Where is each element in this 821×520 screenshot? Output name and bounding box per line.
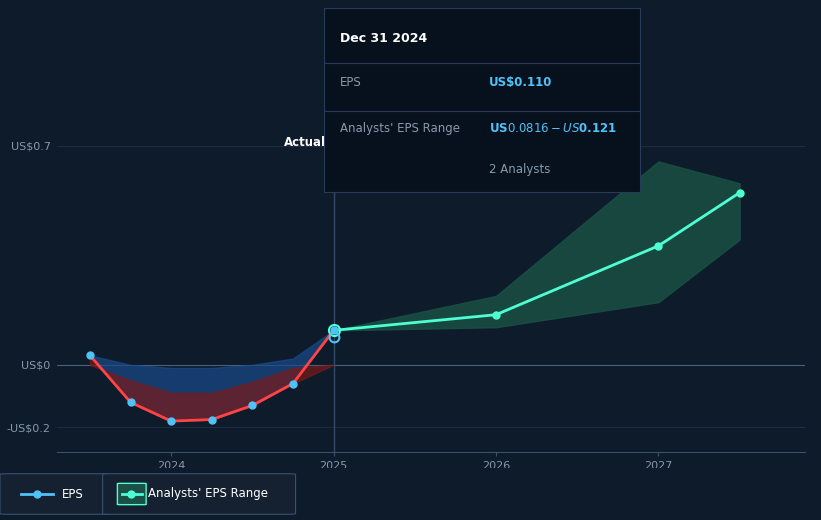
Text: Analysts' EPS Range: Analysts' EPS Range [148,488,268,500]
Text: Actual: Actual [283,136,325,149]
Text: US$0.0816 - US$0.121: US$0.0816 - US$0.121 [488,122,617,135]
Text: 2 Analysts: 2 Analysts [488,163,550,176]
Text: EPS: EPS [340,76,362,89]
Text: Dec 31 2024: Dec 31 2024 [340,32,428,45]
Text: US$0.110: US$0.110 [488,76,552,89]
Text: EPS: EPS [62,488,83,500]
Text: Analysts Forecasts: Analysts Forecasts [342,136,452,149]
Text: Analysts' EPS Range: Analysts' EPS Range [340,122,460,135]
FancyBboxPatch shape [103,474,296,514]
FancyBboxPatch shape [0,474,111,514]
FancyBboxPatch shape [117,484,146,504]
